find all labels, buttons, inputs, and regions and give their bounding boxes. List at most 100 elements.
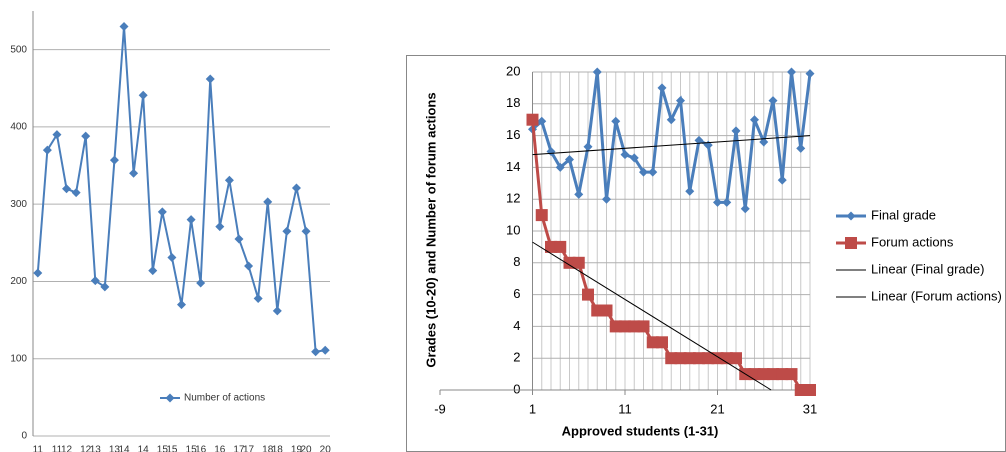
marker [722, 197, 732, 207]
legend-label: Number of actions [184, 393, 265, 404]
marker [537, 116, 547, 126]
marker [224, 175, 234, 185]
marker [320, 345, 330, 355]
y-tick-label: 6 [513, 286, 520, 301]
marker [629, 153, 639, 163]
marker [109, 155, 119, 165]
marker [71, 188, 81, 198]
trend-line [532, 241, 772, 391]
marker [794, 384, 807, 396]
marker [693, 352, 705, 365]
marker [186, 215, 196, 225]
y-tick-label: 16 [506, 127, 520, 142]
x-tick-label: 11 [618, 401, 632, 416]
marker [609, 320, 622, 333]
marker [100, 282, 110, 292]
marker [748, 368, 761, 381]
marker [620, 150, 630, 160]
x-tick-label: 11 [52, 445, 63, 452]
x-tick-label: -9 [434, 401, 446, 416]
marker [619, 320, 631, 333]
y-tick-label: 0 [513, 381, 520, 396]
x-tick-label: 14 [138, 445, 150, 452]
marker [554, 240, 567, 253]
marker [301, 226, 311, 236]
x-tick-label: 15 [186, 445, 198, 452]
marker [602, 194, 611, 204]
marker [215, 222, 225, 232]
y-tick-label: 8 [513, 254, 520, 269]
marker [777, 175, 787, 185]
x-tick-label: 16 [214, 445, 226, 452]
right-chart: Approved students (1-31) Grades (10-20) … [406, 55, 1006, 452]
marker [205, 74, 215, 84]
x-tick-label: 15 [157, 445, 169, 452]
x-tick-label: 20 [320, 445, 332, 452]
marker [796, 143, 806, 153]
marker [545, 240, 557, 253]
x-tick-label: 18 [272, 445, 284, 452]
y-tick-label: 12 [506, 191, 520, 206]
marker [234, 234, 244, 244]
y-tick-label: 300 [10, 199, 27, 210]
marker [683, 352, 696, 365]
y-tick-label: 500 [10, 44, 27, 55]
legend-marker [165, 393, 175, 403]
trend-line [532, 135, 811, 156]
x-tick-label: 13 [90, 445, 102, 452]
marker [657, 83, 667, 93]
marker [563, 256, 576, 269]
marker [526, 113, 539, 126]
marker [592, 67, 602, 77]
y-tick-label: 20 [506, 63, 520, 78]
x-tick-label: 12 [80, 445, 92, 452]
marker [767, 368, 779, 381]
marker [805, 69, 815, 79]
legend-marker [845, 237, 857, 249]
marker [272, 306, 282, 316]
marker [757, 368, 770, 381]
marker [702, 352, 715, 365]
legend-label: Linear (Final grade) [871, 261, 984, 276]
marker [731, 126, 741, 136]
marker [90, 276, 100, 286]
marker [740, 204, 750, 214]
marker [52, 130, 62, 140]
y-tick-label: 0 [21, 431, 27, 442]
marker [648, 167, 658, 177]
x-tick-label: 16 [195, 445, 207, 452]
marker [42, 145, 52, 155]
x-tick-label: 31 [803, 401, 817, 416]
x-tick-label: 13 [109, 445, 121, 452]
marker [129, 168, 139, 178]
x-axis-title: Approved students (1-31) [562, 423, 719, 438]
marker [196, 278, 206, 288]
marker [804, 384, 816, 396]
y-tick-label: 18 [506, 95, 520, 110]
marker [574, 189, 584, 199]
marker [787, 67, 796, 77]
marker [138, 90, 148, 100]
x-tick-label: 12 [61, 445, 73, 452]
marker [674, 352, 687, 365]
x-tick-label: 14 [118, 445, 130, 452]
x-tick-label: 18 [262, 445, 274, 452]
marker [628, 320, 641, 333]
y-tick-label: 4 [513, 318, 520, 333]
legend-marker [846, 211, 856, 221]
marker [535, 209, 548, 222]
y-tick-label: 2 [513, 350, 520, 365]
marker [157, 207, 167, 217]
marker [167, 253, 177, 262]
marker [666, 115, 676, 125]
marker [656, 336, 668, 349]
marker [583, 142, 593, 152]
marker [565, 154, 574, 164]
marker [263, 197, 273, 207]
y-tick-label: 100 [10, 353, 27, 364]
marker [639, 167, 648, 177]
marker [582, 288, 594, 301]
x-tick-label: 20 [300, 445, 312, 452]
